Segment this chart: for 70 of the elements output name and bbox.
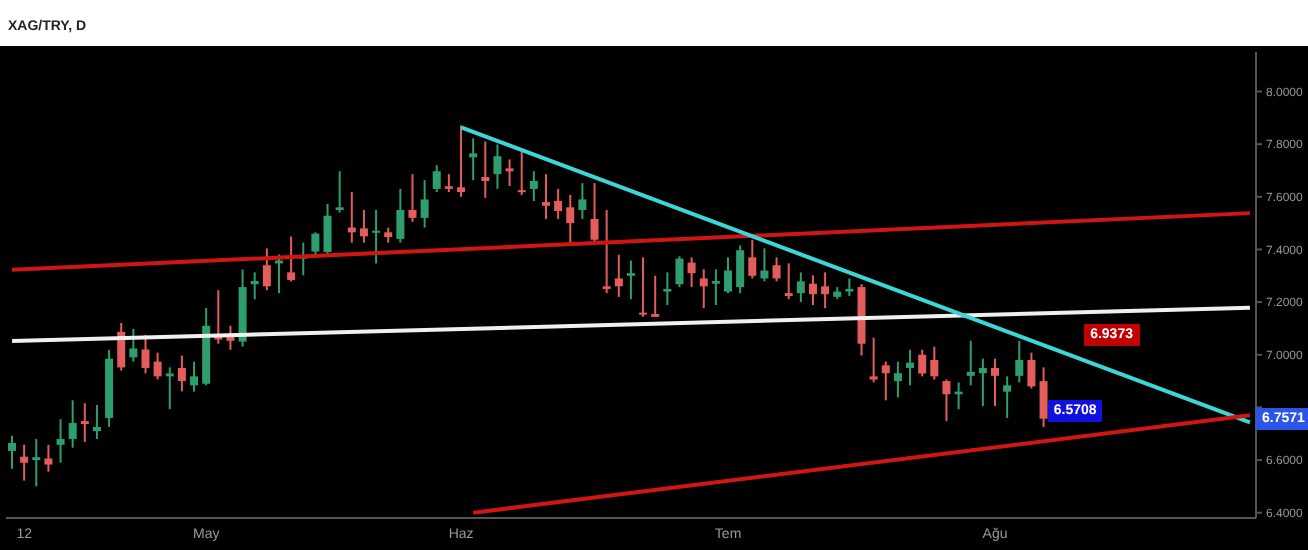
candlestick	[177, 354, 186, 393]
candlestick	[614, 253, 623, 298]
candlestick	[918, 348, 927, 378]
candlestick	[190, 360, 199, 393]
candlestick	[602, 208, 611, 295]
candlestick	[153, 351, 162, 381]
candlestick	[335, 170, 344, 214]
candlestick	[663, 271, 672, 307]
candlestick	[372, 208, 381, 265]
candlestick	[80, 402, 89, 443]
candlestick	[687, 256, 696, 289]
candlestick	[505, 158, 514, 188]
candlestick	[68, 399, 77, 449]
candlestick	[796, 271, 805, 304]
candlestick	[432, 164, 441, 194]
candlestick	[784, 262, 793, 301]
candlestick	[469, 137, 478, 182]
candlestick	[881, 360, 890, 402]
candlestick	[978, 357, 987, 408]
candlestick	[736, 244, 745, 295]
candlestick	[991, 357, 1000, 408]
candlestick	[408, 173, 417, 223]
candlestick	[517, 149, 526, 196]
candlestick	[772, 256, 781, 283]
candlestick	[893, 360, 902, 399]
candlestick	[141, 333, 150, 375]
candlestick	[590, 182, 599, 243]
candlestick	[1015, 339, 1024, 384]
candlestick	[966, 339, 975, 387]
candlestick	[44, 443, 53, 473]
candlestick	[262, 247, 271, 292]
candlestick	[554, 187, 563, 220]
candlestick	[457, 124, 466, 198]
candlestick	[651, 274, 660, 318]
candlestick	[359, 208, 368, 244]
candlestick	[699, 268, 708, 310]
candlestick	[1039, 366, 1048, 428]
candlestick	[396, 187, 405, 244]
candlestick	[639, 256, 648, 318]
candlestick	[748, 238, 757, 280]
candlestick	[287, 235, 296, 283]
candlestick	[32, 438, 41, 488]
candlestick	[92, 404, 101, 441]
candlestick	[711, 268, 720, 307]
candlestick	[129, 327, 138, 363]
candlestick	[311, 231, 320, 256]
candlestick	[493, 143, 502, 190]
candlestick	[724, 256, 733, 295]
candlestick	[566, 193, 575, 247]
candlestick	[821, 271, 830, 310]
candlestick	[942, 378, 951, 423]
candlestick	[250, 271, 259, 301]
candlestick	[675, 255, 684, 289]
candlestick	[529, 170, 538, 203]
candlestick	[8, 434, 16, 470]
candlestick	[1003, 375, 1012, 419]
candlestick	[420, 179, 429, 229]
candlestick	[56, 418, 65, 464]
candlestick	[165, 366, 174, 411]
candlestick	[626, 259, 635, 301]
candlestick	[1027, 351, 1036, 390]
candlestick	[869, 336, 878, 384]
candlestick	[808, 274, 817, 307]
candlestick	[578, 182, 587, 220]
candlestick	[906, 348, 915, 387]
candlestick	[930, 345, 939, 381]
candlestick	[20, 443, 29, 482]
candlestick	[323, 202, 332, 256]
candlestick	[541, 173, 550, 220]
candlestick	[481, 140, 490, 199]
